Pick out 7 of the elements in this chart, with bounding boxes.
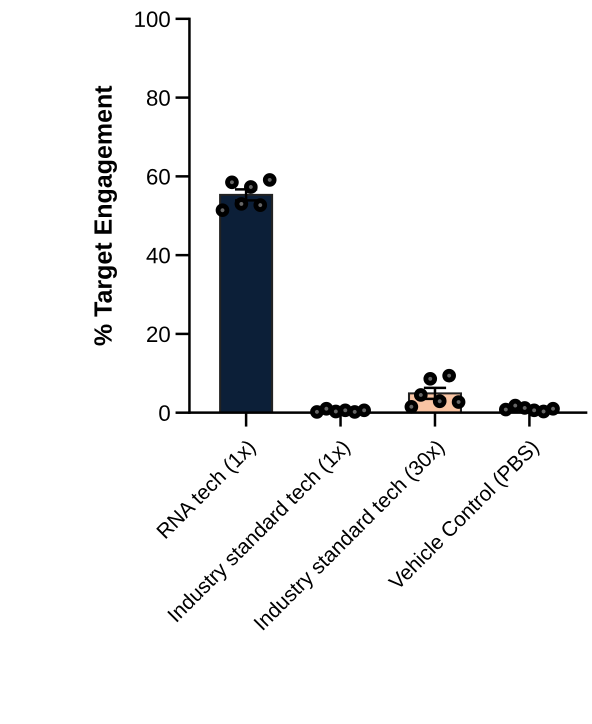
y-axis-title: % Target Engagement — [94, 86, 117, 346]
y-tick-label: 100 — [135, 11, 170, 28]
y-tick-label: 80 — [146, 90, 170, 106]
y-tick-label: 60 — [147, 168, 170, 185]
y-tick-label: 0 — [159, 405, 170, 421]
y-tick-label: 20 — [147, 326, 170, 342]
y-tick-label: 40 — [146, 248, 170, 264]
